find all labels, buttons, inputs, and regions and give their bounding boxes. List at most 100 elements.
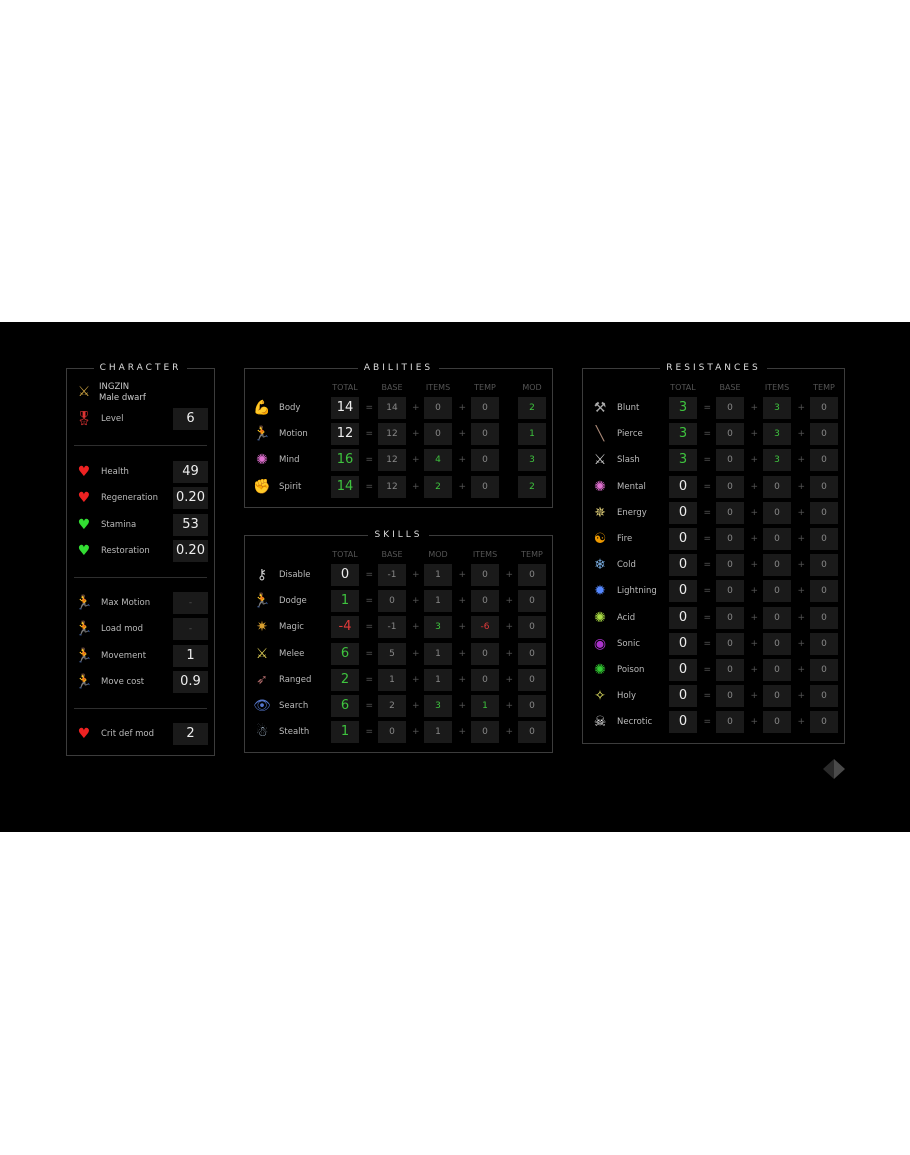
mod-value: 3 (518, 449, 546, 472)
stat-value: - (173, 618, 208, 641)
base-value: -1 (378, 616, 406, 639)
resistances-row-holy: ✧ Holy 0 = 0 +0 +0 (583, 685, 844, 708)
row-label: Energy (617, 507, 647, 518)
temp-value: 0 (471, 449, 499, 472)
temp-value: 0 (810, 580, 838, 603)
next-page-button[interactable] (823, 759, 845, 779)
operator: + (458, 570, 467, 580)
items-value: 0 (763, 528, 791, 550)
skills-title: SKILLS (368, 530, 429, 540)
yellow-runner-icon: 🏃 (75, 647, 93, 664)
column-header-mod: MOD (522, 383, 542, 392)
character-row-level: 🎖 Level 6 (67, 408, 214, 430)
items-value: 3 (763, 423, 791, 446)
temp-value: 0 (810, 606, 838, 629)
temp-value: 0 (810, 528, 838, 550)
row-label: Acid (617, 612, 636, 623)
temp-value: 0 (518, 642, 546, 665)
base-value: 12 (378, 423, 406, 446)
resistances-row-pierce: ╲ Pierce 3 = 0 +3 +0 (583, 423, 844, 446)
total-value: 1 (331, 721, 359, 744)
operator: + (458, 403, 467, 413)
items-value: 3 (763, 449, 791, 472)
total-value: 6 (331, 695, 359, 717)
operator: + (750, 665, 759, 675)
row-label: Slash (617, 455, 640, 466)
dwarf-portrait-icon: ⚔ (77, 384, 91, 400)
stat-value: 1 (173, 644, 208, 667)
operator: + (750, 638, 759, 649)
row-label: Fire (617, 534, 633, 544)
items-value: 0 (424, 423, 452, 446)
total-value: 0 (669, 501, 697, 524)
resistances-row-slash: ⚔ Slash 3 = 0 +3 +0 (583, 449, 844, 472)
operator: + (750, 455, 759, 466)
operator: = (365, 622, 374, 633)
column-header-base: BASE (381, 550, 403, 559)
operator: + (458, 648, 467, 659)
total-value: 0 (331, 564, 359, 586)
character-row-max-motion: 🏃 Max Motion - (67, 592, 214, 614)
row-label: Necrotic (617, 717, 653, 728)
temp-value: 0 (810, 501, 838, 524)
operator: = (365, 701, 374, 711)
operator: + (750, 403, 759, 413)
operator: + (505, 648, 514, 659)
stat-label: Stamina (101, 519, 137, 530)
total-value: 0 (669, 632, 697, 655)
axe-icon: ⚔ (593, 452, 607, 469)
row-label: Disable (279, 570, 311, 580)
skills-row-search: 👁 Search 6 = 2 +3 +1 +0 (245, 695, 552, 717)
red-heart-icon: ♥ (77, 490, 91, 507)
operator: + (797, 665, 806, 675)
items-value: 0 (763, 554, 791, 577)
row-label: Sonic (617, 638, 641, 649)
character-name: INGZIN (99, 382, 130, 392)
column-header-items: ITEMS (764, 383, 790, 392)
temp-value: 0 (810, 659, 838, 681)
operator: = (703, 665, 712, 675)
row-label: Spirit (279, 481, 302, 492)
total-value: 3 (669, 449, 697, 472)
stat-label: Restoration (101, 545, 150, 556)
temp-value: 0 (518, 668, 546, 691)
operator: + (797, 586, 806, 597)
green-heart-icon: ♥ (77, 542, 91, 559)
skull-icon: ☠ (593, 714, 607, 731)
items-value: 0 (471, 668, 499, 691)
items-value: 0 (471, 721, 499, 744)
mod-value: 3 (424, 695, 452, 717)
operator: = (365, 403, 374, 413)
row-label: Ranged (279, 674, 312, 685)
temp-value: 0 (518, 564, 546, 586)
total-value: 14 (331, 475, 359, 498)
operator: = (703, 507, 712, 518)
operator: + (412, 596, 420, 607)
eye-icon: 👁 (253, 698, 271, 714)
base-value: 0 (716, 475, 744, 498)
divider (74, 708, 207, 709)
temp-value: 0 (518, 616, 546, 639)
operator: + (750, 507, 759, 518)
items-value: 0 (763, 632, 791, 655)
row-label: Magic (279, 622, 304, 633)
stat-label: Regeneration (101, 493, 158, 504)
items-value: 0 (471, 642, 499, 665)
resistances-row-fire: ☯ Fire 0 = 0 +0 +0 (583, 528, 844, 550)
temp-value: 0 (471, 475, 499, 498)
column-header-temp: TEMP (474, 383, 496, 392)
resistances-row-lightning: ✹ Lightning 0 = 0 +0 +0 (583, 580, 844, 603)
items-value: 0 (763, 659, 791, 681)
resistances-row-mental: ✺ Mental 0 = 0 +0 +0 (583, 475, 844, 498)
operator: + (750, 429, 759, 440)
stat-label: Level (101, 414, 124, 424)
resistances-row-energy: ✵ Energy 0 = 0 +0 +0 (583, 501, 844, 524)
total-value: -4 (331, 616, 359, 639)
operator: + (750, 560, 759, 571)
temp-value: 0 (518, 721, 546, 744)
brain-icon: ✺ (256, 452, 268, 469)
abilities-row-spirit: ✊ Spirit 14 = 12 +2 +0 2 (245, 475, 552, 498)
temp-value: 0 (810, 423, 838, 446)
temp-value: 0 (810, 397, 838, 419)
operator: + (458, 727, 467, 738)
